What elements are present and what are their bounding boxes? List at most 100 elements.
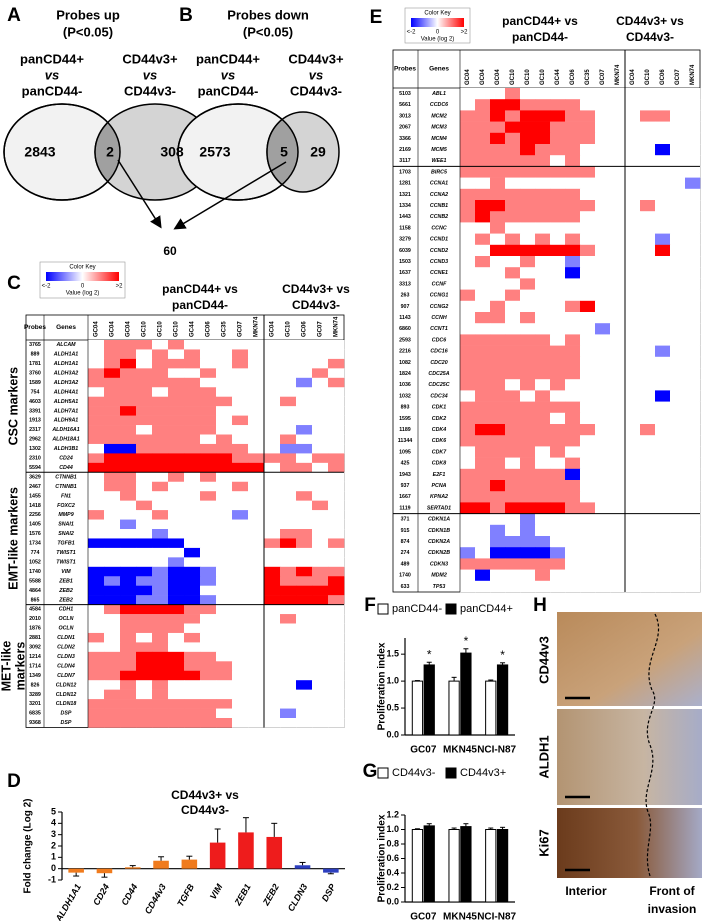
region-label: Interior [565,884,607,898]
heat-cell [580,446,596,458]
heat-cell [460,312,476,324]
heat-cell [670,211,686,223]
heat-cell [264,557,281,568]
heat-cell [475,446,491,458]
heat-cell [88,500,105,511]
heat-cell [535,188,551,201]
heat-cell [520,513,536,526]
column-label: GC10 [540,69,546,85]
heat-cell [520,457,536,470]
heat-cell [475,412,491,425]
gene-name: CTNNB1 [55,474,77,480]
heat-cell [490,468,506,481]
heat-cell [120,387,137,397]
heat-cell [280,566,297,577]
heat-cell [168,529,185,539]
heat-cell [88,623,105,634]
heat-cell [200,547,217,558]
heat-cell [625,312,641,324]
heat-cell [232,708,249,719]
heat-cell [595,200,611,212]
x-tick-label: GC07 [410,745,437,756]
heat-cell [168,642,185,653]
heat-cell [136,623,153,634]
heat-cell [248,368,265,379]
y-axis-label: Fold change (Log 2) [23,799,34,894]
heat-cell [232,349,249,360]
heat-cell [328,661,345,672]
heat-cell [312,642,329,653]
heat-cell [535,435,551,447]
heat-cell [640,300,656,313]
heat-cell [565,289,581,302]
heat-cell [312,699,329,709]
gene-name: CDKN3 [430,561,448,567]
heat-cell [655,300,671,313]
heat-cell [200,680,217,690]
set-label: CD44v3+ [122,51,178,66]
probe-id: 1095 [399,449,411,455]
heat-cell [152,443,169,454]
heat-cell [610,491,626,503]
heat-cell [655,424,671,436]
heat-cell [490,580,506,593]
probe-id: 1443 [399,214,411,220]
heat-cell [120,425,137,435]
heat-cell [565,99,581,111]
heat-cell [490,177,506,190]
column-label: GC04 [110,321,116,337]
heat-cell [216,368,233,379]
heat-cell [535,446,551,458]
heat-cell [595,289,611,302]
heat-cell [184,661,201,672]
venn-count: 2 [106,144,114,160]
heat-cell [136,566,153,577]
gene-name: VIM [61,569,71,575]
panel-letter: C [7,273,21,294]
heat-cell [280,472,297,483]
heat-cell [565,144,581,156]
gene-name: FN1 [61,493,71,499]
heat-cell [490,233,506,246]
heat-cell [550,166,566,178]
heat-cell [280,529,297,539]
heat-cell [625,323,641,335]
heat-cell [610,188,626,201]
heat-cell [216,510,233,520]
probe-id: 1576 [29,531,41,537]
heat-cell [136,340,153,350]
heat-cell [685,558,701,570]
heat-cell [152,566,169,577]
probe-id: 889 [31,352,40,358]
heat-cell [520,334,536,346]
heat-cell [655,121,671,134]
heat-cell [296,425,313,435]
probe-id: 874 [401,539,410,545]
probe-id: 1637 [399,270,411,276]
heat-cell [264,387,281,397]
heat-cell [328,500,345,511]
heat-cell [655,379,671,391]
heat-cell [312,538,329,549]
bar [485,829,497,903]
heat-cell [328,566,345,577]
heat-cell [580,435,596,447]
gene-name: CDK8 [432,461,446,467]
heat-cell [200,614,217,624]
heat-cell [120,642,137,653]
heat-cell [475,244,491,257]
heat-cell [685,200,701,212]
heat-cell [625,491,641,503]
heat-cell [216,699,233,709]
heat-cell [184,462,201,473]
probe-id: 1503 [399,259,411,265]
heat-cell [490,121,506,134]
heat-cell [168,443,185,454]
x-tick-label: CD24 [91,882,111,907]
heat-cell [104,566,121,577]
heat-cell [475,200,491,212]
heat-cell [232,368,249,379]
heat-cell [490,289,506,302]
set-label: panCD44+ [20,51,84,66]
heat-cell [104,547,121,558]
